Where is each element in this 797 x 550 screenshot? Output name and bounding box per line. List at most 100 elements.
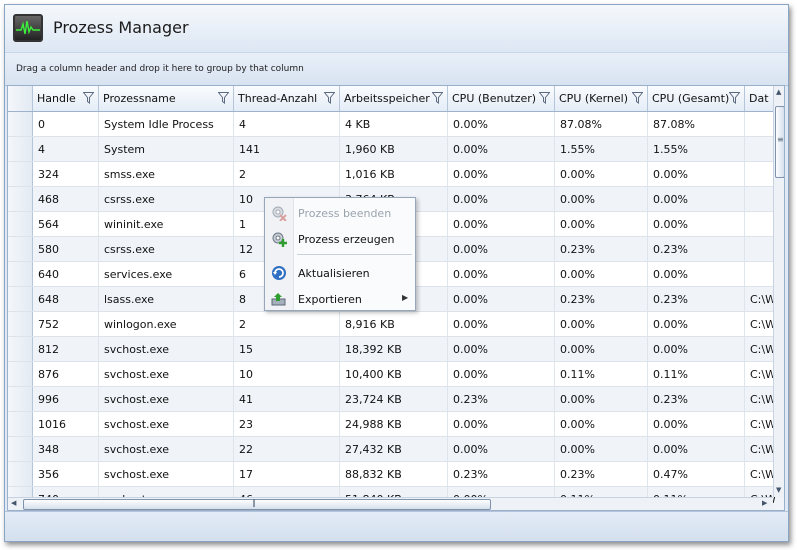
filter-funnel-icon[interactable]	[431, 92, 444, 107]
cell-cpu-benutzer: 0.00%	[448, 162, 555, 186]
cell-thread-anzahl: 2	[234, 312, 340, 336]
activity-monitor-icon	[13, 14, 43, 42]
cell-cpu-benutzer: 0.00%	[448, 437, 555, 461]
table-row[interactable]: 356 svchost.exe 17 88,832 KB 0.23% 0.23% 0.47%…	[8, 462, 784, 487]
row-selector[interactable]	[8, 187, 33, 211]
cell-cpu-gesamt: 0.00%	[648, 262, 745, 286]
table-row[interactable]: 348 svchost.exe 22 27,432 KB 0.00% 0.00% 0.00%…	[8, 437, 784, 462]
cell-cpu-benutzer: 0.23%	[448, 462, 555, 486]
cell-thread-anzahl: 22	[234, 437, 340, 461]
filter-funnel-icon[interactable]	[323, 92, 336, 107]
group-panel-hint: Drag a column header and drop it here to…	[16, 64, 304, 74]
row-selector[interactable]	[8, 162, 33, 186]
menu-item-label: Exportieren	[298, 293, 362, 306]
table-row[interactable]: 812 svchost.exe 15 18,392 KB 0.00% 0.00% 0.00%…	[8, 337, 784, 362]
column-header-handle[interactable]: Handle	[33, 86, 99, 111]
table-row[interactable]: 876 svchost.exe 10 10,400 KB 0.00% 0.11% 0.11%…	[8, 362, 784, 387]
cell-cpu-gesamt: 0.00%	[648, 412, 745, 436]
table-row[interactable]: 640 services.exe 6 0.00% 0.00% 0.00%	[8, 262, 784, 287]
table-row[interactable]: 996 svchost.exe 41 23,724 KB 0.23% 0.00% 0.23%…	[8, 387, 784, 412]
cell-handle: 1016	[33, 412, 99, 436]
column-header-label: Dat	[749, 92, 769, 105]
table-row[interactable]: 0 System Idle Process 4 4 KB 0.00% 87.08% 87.0…	[8, 112, 784, 137]
filter-funnel-icon[interactable]	[728, 92, 741, 107]
process-grid[interactable]: Handle Prozessname Thread-Anzahl Arbeitsspe…	[7, 85, 785, 511]
cell-prozessname: csrss.exe	[99, 187, 234, 211]
filter-funnel-icon[interactable]	[82, 92, 95, 107]
row-selector[interactable]	[8, 437, 33, 461]
scroll-left-icon[interactable]: ◀	[11, 499, 17, 507]
grid-header-row: Handle Prozessname Thread-Anzahl Arbeitsspe…	[8, 86, 784, 112]
cell-thread-anzahl: 17	[234, 462, 340, 486]
column-header-cpu-kernel[interactable]: CPU (Kernel)	[555, 86, 648, 111]
cell-cpu-kernel: 87.08%	[555, 112, 648, 136]
column-header-dateipfad[interactable]: Dat	[745, 86, 784, 111]
menu-item-exportieren[interactable]: Exportieren ▶	[265, 287, 415, 311]
row-selector-header	[8, 86, 33, 111]
column-header-label: Prozessname	[103, 92, 176, 105]
cell-handle: 640	[33, 262, 99, 286]
cell-prozessname: smss.exe	[99, 162, 234, 186]
column-header-label: Thread-Anzahl	[238, 92, 318, 105]
cell-handle: 356	[33, 462, 99, 486]
column-header-cpu-gesamt[interactable]: CPU (Gesamt)	[648, 86, 745, 111]
row-selector[interactable]	[8, 262, 33, 286]
row-selector[interactable]	[8, 337, 33, 361]
row-selector[interactable]	[8, 362, 33, 386]
row-selector[interactable]	[8, 462, 33, 486]
cell-prozessname: lsass.exe	[99, 287, 234, 311]
column-header-cpu-benutzer[interactable]: CPU (Benutzer)	[448, 86, 555, 111]
cell-arbeitsspeicher: 4 KB	[340, 112, 448, 136]
menu-item-prozess-erzeugen[interactable]: Prozess erzeugen	[265, 227, 415, 251]
cell-cpu-gesamt: 0.47%	[648, 462, 745, 486]
column-header-prozessname[interactable]: Prozessname	[99, 86, 234, 111]
filter-funnel-icon[interactable]	[631, 92, 644, 107]
cell-cpu-kernel: 0.00%	[555, 212, 648, 236]
cell-dateipfad: C:\W	[745, 437, 784, 461]
table-row[interactable]: 324 smss.exe 2 1,016 KB 0.00% 0.00% 0.00%	[8, 162, 784, 187]
cell-cpu-kernel: 0.00%	[555, 337, 648, 361]
column-header-label: Handle	[37, 92, 76, 105]
cell-cpu-gesamt: 0.11%	[648, 362, 745, 386]
cell-arbeitsspeicher: 24,988 KB	[340, 412, 448, 436]
table-row[interactable]: 1016 svchost.exe 23 24,988 KB 0.00% 0.00% 0.00…	[8, 412, 784, 437]
cell-arbeitsspeicher: 23,724 KB	[340, 387, 448, 411]
cell-cpu-gesamt: 0.00%	[648, 312, 745, 336]
row-selector[interactable]	[8, 412, 33, 436]
cell-cpu-gesamt: 0.00%	[648, 212, 745, 236]
table-row[interactable]: 752 winlogon.exe 2 8,916 KB 0.00% 0.00% 0.00% C…	[8, 312, 784, 337]
scroll-right-icon[interactable]: ▶	[762, 499, 768, 507]
cell-arbeitsspeicher: 27,432 KB	[340, 437, 448, 461]
menu-item-aktualisieren[interactable]: Aktualisieren	[265, 261, 415, 285]
submenu-arrow-icon: ▶	[402, 293, 409, 302]
vertical-scroll-thumb[interactable]: ≡	[775, 106, 784, 178]
vertical-scrollbar[interactable]: ▲ ≡ ▼	[773, 86, 784, 497]
row-selector[interactable]	[8, 387, 33, 411]
row-selector[interactable]	[8, 287, 33, 311]
cell-cpu-gesamt: 1.55%	[648, 137, 745, 161]
row-selector[interactable]	[8, 112, 33, 136]
row-selector[interactable]	[8, 312, 33, 336]
cell-arbeitsspeicher	[340, 237, 448, 261]
scroll-up-icon[interactable]: ▲	[776, 88, 782, 96]
column-header-arbeitsspeicher[interactable]: Arbeitsspeicher	[340, 86, 448, 111]
column-header-thread-anzahl[interactable]: Thread-Anzahl	[234, 86, 340, 111]
filter-funnel-icon[interactable]	[538, 92, 551, 107]
cell-arbeitsspeicher	[340, 262, 448, 286]
menu-item-prozess-beenden[interactable]: Prozess beenden	[265, 201, 415, 225]
cell-arbeitsspeicher: 1,960 KB	[340, 137, 448, 161]
cell-cpu-kernel: 0.00%	[555, 162, 648, 186]
scroll-down-icon[interactable]: ▼	[776, 486, 782, 494]
row-selector[interactable]	[8, 137, 33, 161]
table-row[interactable]: 4 System 141 1,960 KB 0.00% 1.55% 1.55%	[8, 137, 784, 162]
row-selector[interactable]	[8, 237, 33, 261]
horizontal-scrollbar[interactable]: ◀ ‖ ▶	[8, 497, 773, 510]
cell-cpu-gesamt: 0.00%	[648, 187, 745, 211]
row-selector[interactable]	[8, 212, 33, 236]
horizontal-scroll-thumb[interactable]: ‖	[23, 498, 491, 510]
cell-handle: 996	[33, 387, 99, 411]
group-by-panel[interactable]: Drag a column header and drop it here to…	[5, 52, 788, 86]
cell-thread-anzahl: 2	[234, 162, 340, 186]
cell-cpu-kernel: 0.00%	[555, 437, 648, 461]
filter-funnel-icon[interactable]	[217, 92, 230, 107]
